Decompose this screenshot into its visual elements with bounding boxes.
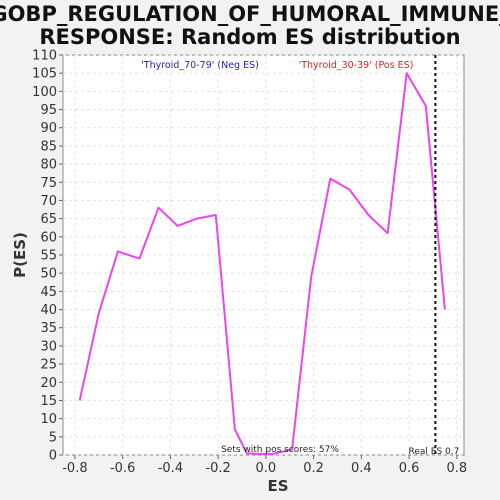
y-tick-label: 90: [40, 121, 57, 136]
y-tick-label: 110: [32, 49, 57, 64]
y-tick-label: 105: [32, 67, 57, 82]
x-tick-label: 0.0: [256, 461, 277, 476]
axes: 0 5 10 15 20 25 30 35 40 45 50 55 60 65 70 75 80 85 90 95 10…: [32, 49, 467, 477]
reference-line-group: Real ES 0.7: [409, 55, 460, 457]
chart-title-line-1: GOBP_REGULATION_OF_HUMORAL_IMMUNE_: [0, 2, 500, 26]
x-tick-label: 0.4: [351, 461, 372, 476]
grid-lines: [63, 54, 464, 456]
y-tick-label: 45: [40, 285, 57, 300]
chart-title-line-2: RESPONSE: Random ES distribution: [39, 25, 460, 49]
y-tick-label: 20: [40, 376, 57, 391]
legend-entry-neg: 'Thyroid_70-79' (Neg ES): [141, 60, 259, 71]
series-line: [78, 72, 446, 455]
y-tick-label: 75: [40, 176, 57, 191]
y-tick-label: 30: [40, 339, 57, 354]
y-tick-label: 5: [49, 430, 57, 445]
y-tick-label: 10: [40, 412, 57, 427]
y-tick-label: 70: [40, 194, 57, 209]
y-tick-label: 100: [32, 85, 57, 100]
legend: 'Thyroid_70-79' (Neg ES) 'Thyroid_30-39'…: [141, 60, 413, 71]
series-layer: [78, 72, 446, 455]
y-tick-label: 35: [40, 321, 57, 336]
x-tick-label: 0.2: [303, 461, 324, 476]
x-axis-label: ES: [267, 477, 288, 495]
x-tick-label: -0.8: [62, 461, 87, 476]
y-tick-label: 80: [40, 158, 57, 173]
y-tick-label: 40: [40, 303, 57, 318]
y-tick-label: 95: [40, 103, 57, 118]
y-tick-label: 85: [40, 139, 57, 154]
x-tick-label: 0.8: [446, 461, 467, 476]
y-tick-label: 0: [49, 449, 57, 464]
y-tick-label: 25: [40, 358, 57, 373]
legend-entry-pos: 'Thyroid_30-39' (Pos ES): [299, 60, 414, 71]
y-axis-label: P(ES): [11, 232, 29, 278]
x-tick-label: -0.6: [110, 461, 135, 476]
y-tick-label: 65: [40, 212, 57, 227]
y-tick-label: 50: [40, 267, 57, 282]
x-tick-label: -0.2: [205, 461, 230, 476]
x-tick-label: -0.4: [158, 461, 183, 476]
x-tick-label: 0.6: [399, 461, 420, 476]
pos-scores-annotation: Sets with pos scores: 57%: [221, 445, 339, 455]
y-tick-label: 60: [40, 230, 57, 245]
y-tick-label: 55: [40, 249, 57, 264]
real-es-label: Real ES 0.7: [409, 447, 460, 457]
chart-title: GOBP_REGULATION_OF_HUMORAL_IMMUNE_ RESPO…: [0, 2, 500, 49]
y-tick-label: 15: [40, 394, 57, 409]
